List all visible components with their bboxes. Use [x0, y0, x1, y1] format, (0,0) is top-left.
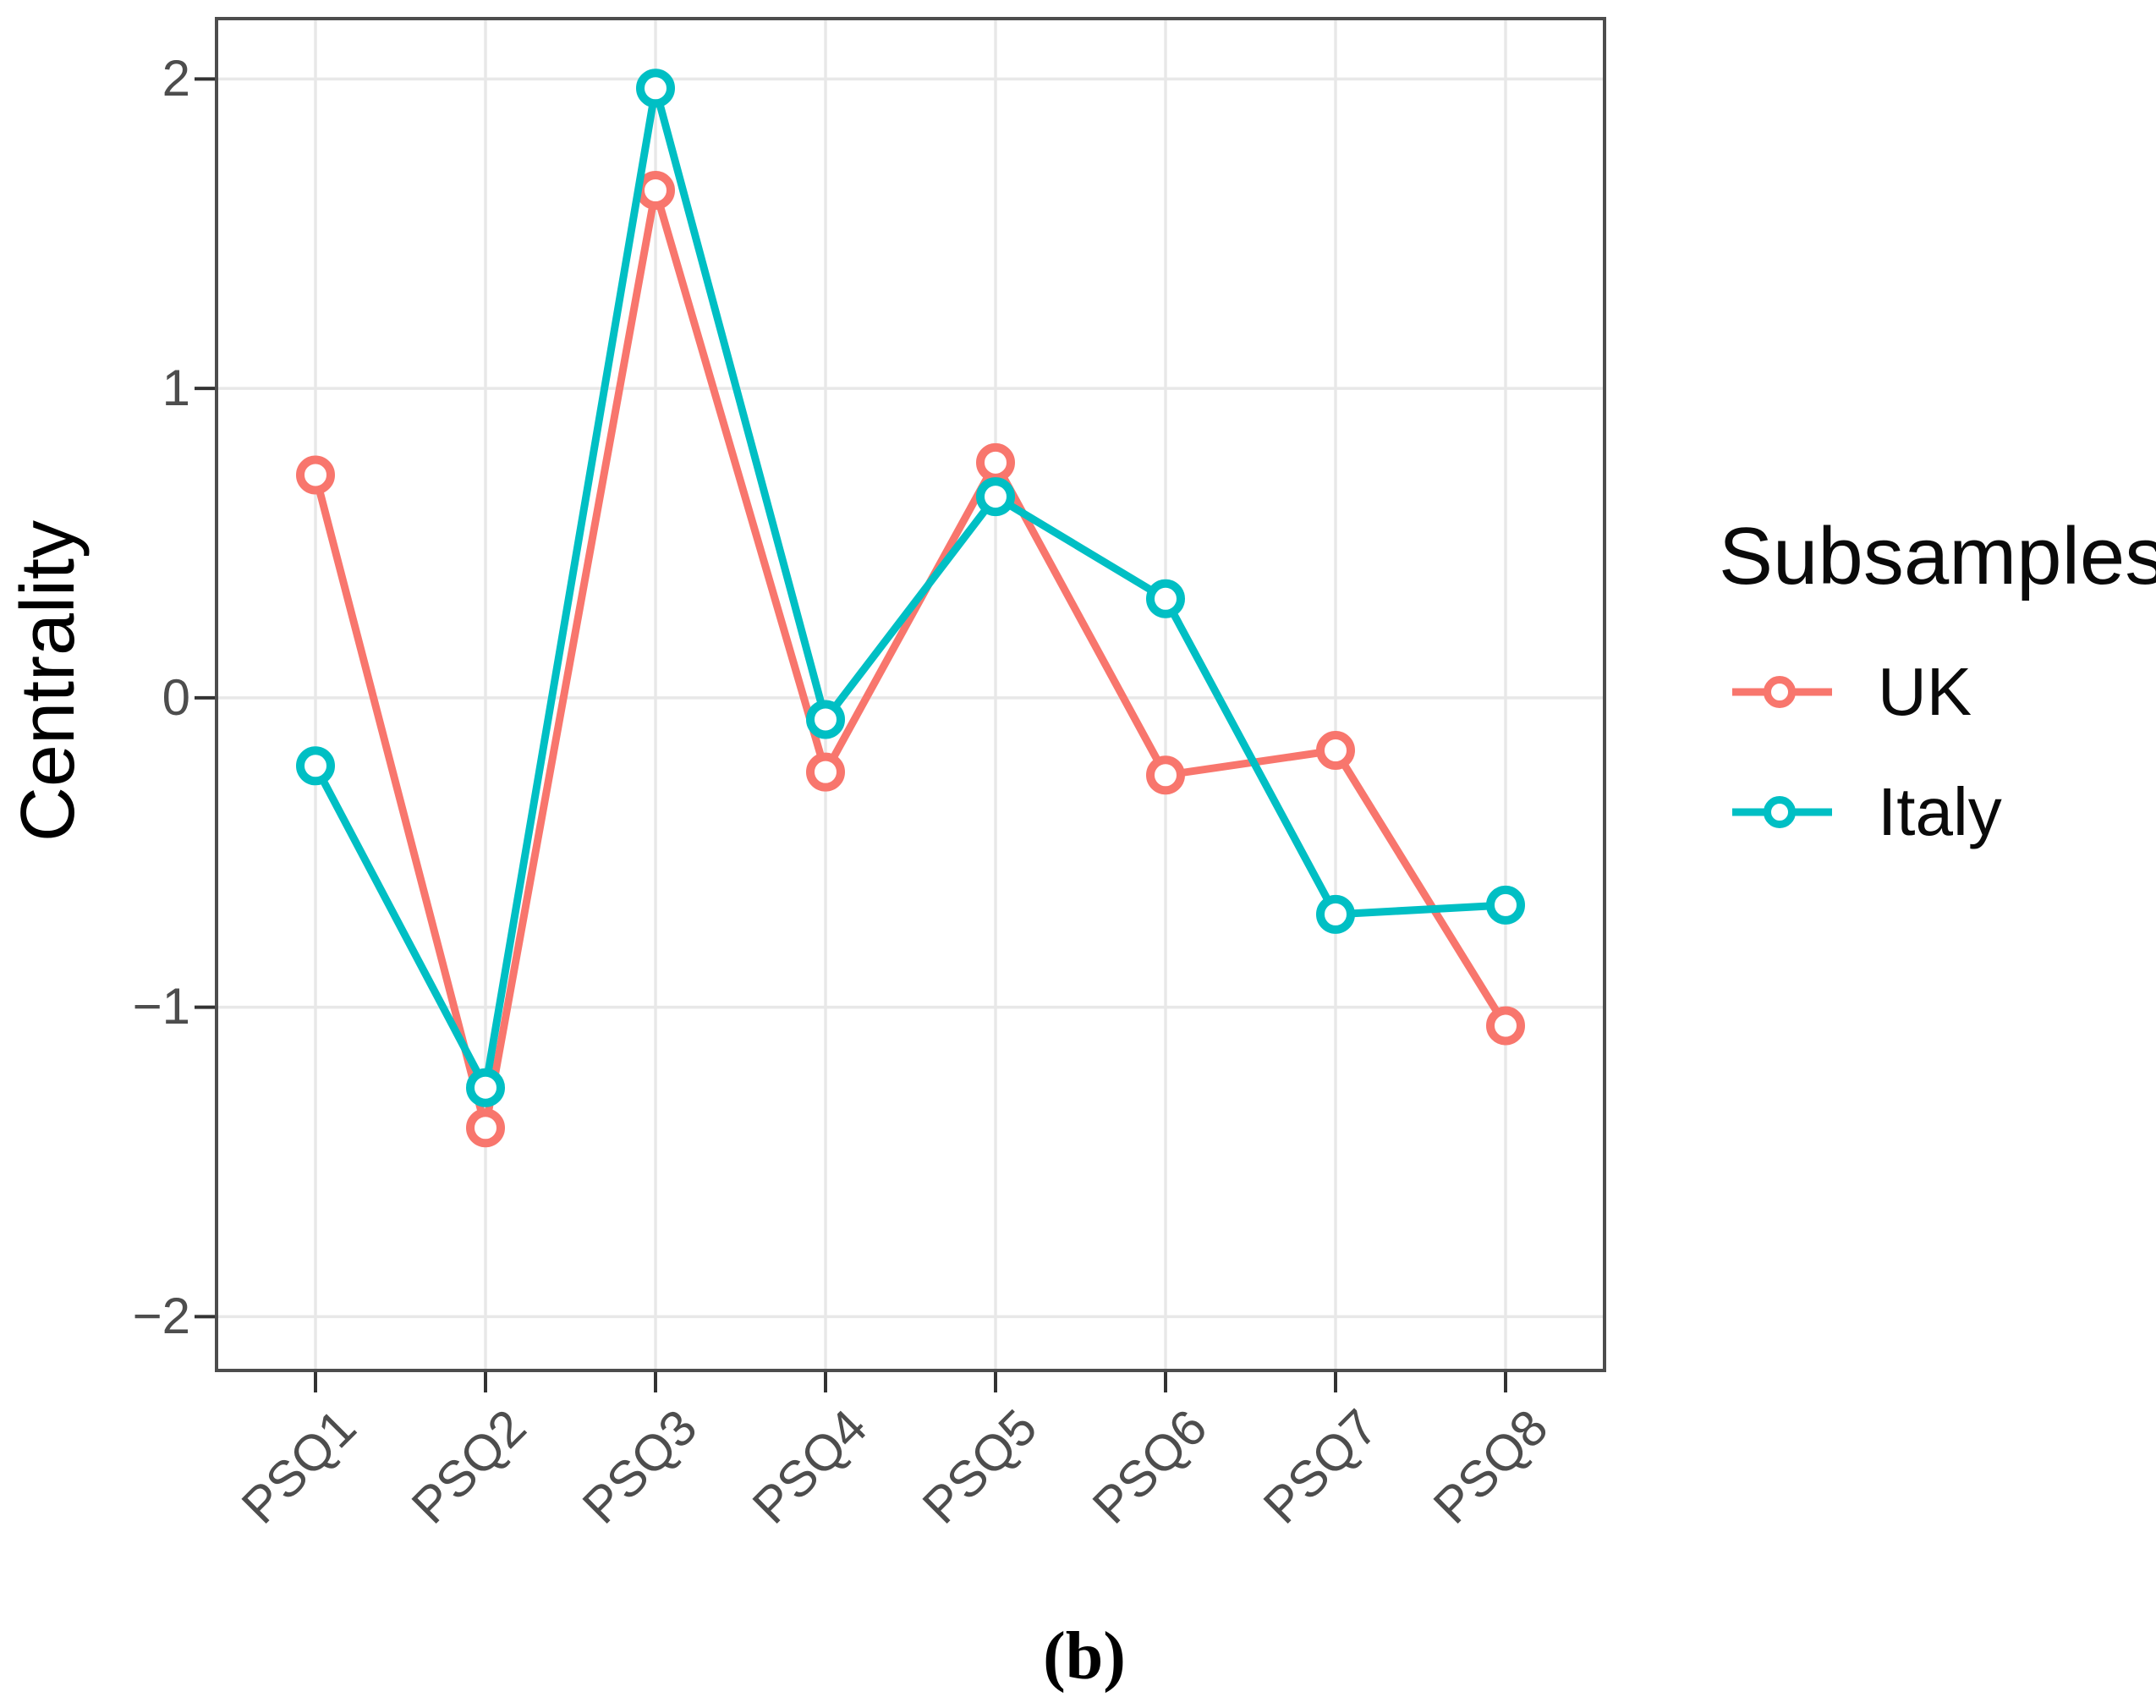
data-point-italy-psq3	[636, 69, 675, 108]
legend-label-uk: UK	[1878, 654, 1972, 729]
y-tick-label-2: 2	[162, 50, 190, 107]
data-point-uk-psq7	[1316, 731, 1355, 771]
legend-key-italy-icon	[1732, 796, 1832, 828]
figure-caption: (b)	[1043, 1619, 1126, 1694]
panel-border	[215, 17, 1606, 1372]
data-point-italy-psq4	[806, 700, 845, 739]
y-axis-title: Centrality	[6, 519, 91, 843]
series-line-uk	[311, 189, 1509, 1129]
y-tick-label-0: 0	[162, 669, 190, 726]
legend-label-italy: Italy	[1878, 774, 2002, 849]
data-point-uk-psq3	[636, 170, 675, 210]
data-point-uk-psq4	[806, 752, 845, 792]
data-point-italy-psq6	[1146, 579, 1185, 618]
y-tick-label-neg2: −2	[132, 1288, 190, 1344]
data-point-uk-psq8	[1486, 1006, 1525, 1046]
data-point-italy-psq2	[466, 1068, 505, 1107]
legend-title: Subsamples	[1719, 511, 2156, 601]
data-point-uk-psq5	[976, 442, 1015, 482]
data-point-uk-psq2	[466, 1108, 505, 1148]
legend-key-uk-icon	[1732, 676, 1832, 708]
data-point-italy-psq7	[1316, 894, 1355, 934]
y-tick-label-1: 1	[162, 360, 190, 416]
data-point-uk-psq6	[1146, 755, 1185, 795]
data-point-uk-psq1	[296, 455, 335, 495]
y-tick-label-neg1: −1	[132, 978, 190, 1035]
data-point-italy-psq5	[976, 477, 1015, 517]
data-point-italy-psq1	[296, 746, 335, 786]
data-point-italy-psq8	[1486, 885, 1525, 925]
series-line-italy	[312, 87, 1506, 1100]
